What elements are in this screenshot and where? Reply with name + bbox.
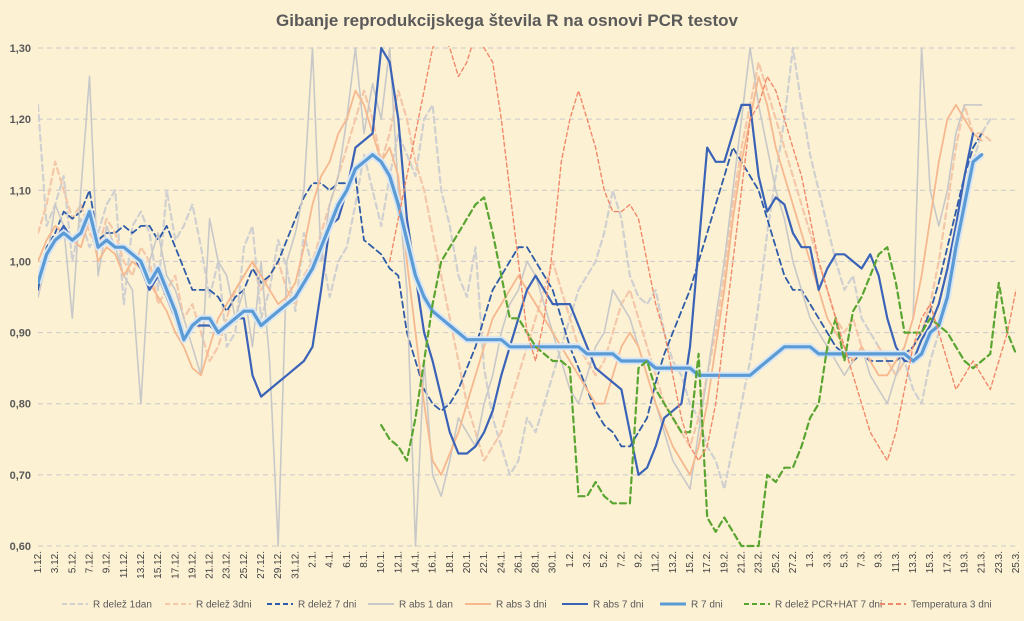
y-tick-label: 1,10 bbox=[10, 185, 31, 197]
plot-area bbox=[38, 46, 1016, 548]
x-tick-label: 19.2. bbox=[719, 551, 730, 573]
x-tick-label: 9.2. bbox=[634, 551, 645, 568]
x-axis-ticks: 1.12. 3.12. 5.12. 7.12. 9.12. 11.12. 13.12. 15.… bbox=[33, 551, 1022, 579]
y-tick-label: 1,20 bbox=[10, 114, 31, 126]
y-tick-label: 1,00 bbox=[10, 256, 31, 268]
x-tick-label: 5.3. bbox=[839, 551, 850, 568]
x-tick-label: 23.3. bbox=[994, 551, 1005, 573]
x-tick-label: 7.12. bbox=[84, 551, 95, 573]
x-tick-label: 3.3. bbox=[822, 551, 833, 568]
x-tick-label: 3.12. bbox=[50, 551, 61, 573]
y-axis-ticks: 0,60 0,70 0,80 0,90 1,00 1,10 1,20 1,30 bbox=[10, 43, 31, 553]
y-tick-label: 0,80 bbox=[10, 399, 31, 411]
series-layer bbox=[38, 46, 1016, 548]
x-tick-label: 30.1. bbox=[548, 551, 559, 573]
x-tick-label: 11.12. bbox=[119, 551, 130, 578]
x-tick-label: 22.1. bbox=[479, 551, 490, 573]
series-line bbox=[38, 153, 984, 377]
x-tick-label: 7.2. bbox=[616, 551, 627, 568]
x-tick-label: 8.1. bbox=[359, 551, 370, 568]
series-line bbox=[389, 46, 1016, 462]
x-tick-label: 25.3. bbox=[1011, 551, 1022, 573]
x-tick-label: 19.3. bbox=[960, 551, 971, 573]
x-tick-label: 9.3. bbox=[874, 551, 885, 568]
x-tick-label: 21.3. bbox=[977, 551, 988, 573]
x-tick-label: 26.1. bbox=[513, 551, 524, 573]
legend-label: R abs 1 dan bbox=[399, 600, 453, 611]
x-tick-label: 9.12. bbox=[102, 551, 113, 573]
x-tick-label: 17.12. bbox=[170, 551, 181, 579]
x-tick-label: 2.1. bbox=[308, 551, 319, 568]
x-tick-label: 29.12. bbox=[273, 551, 284, 579]
x-tick-label: 1.3. bbox=[805, 551, 816, 568]
y-tick-label: 0,70 bbox=[10, 470, 31, 482]
x-tick-label: 19.12. bbox=[187, 551, 198, 579]
x-tick-label: 7.3. bbox=[857, 551, 868, 568]
x-tick-label: 12.1. bbox=[393, 551, 404, 573]
y-tick-label: 0,60 bbox=[10, 541, 31, 553]
y-tick-label: 1,30 bbox=[10, 43, 31, 55]
x-tick-label: 24.1. bbox=[496, 551, 507, 573]
x-tick-label: 20.1. bbox=[462, 551, 473, 573]
x-tick-label: 31.12. bbox=[290, 551, 301, 579]
x-tick-label: 1.12. bbox=[33, 551, 44, 573]
legend-label: R delež PCR+HAT 7 dni bbox=[775, 600, 882, 611]
series-line bbox=[38, 132, 983, 448]
x-tick-label: 17.3. bbox=[942, 551, 953, 573]
x-tick-label: 13.3. bbox=[908, 551, 919, 573]
legend-label: R abs 7 dni bbox=[593, 600, 644, 611]
x-tick-label: 1.2. bbox=[565, 551, 576, 568]
series-line bbox=[38, 75, 983, 476]
x-tick-label: 6.1. bbox=[342, 551, 353, 568]
x-tick-label: 5.2. bbox=[599, 551, 610, 568]
legend-label: R delež 1dan bbox=[93, 600, 152, 611]
x-tick-label: 27.2. bbox=[788, 551, 799, 573]
x-tick-label: 15.12. bbox=[153, 551, 164, 579]
x-tick-label: 25.2. bbox=[771, 551, 782, 573]
x-tick-label: 4.1. bbox=[325, 551, 336, 568]
x-tick-label: 15.3. bbox=[925, 551, 936, 573]
legend-label: R delež 7 dni bbox=[298, 600, 356, 611]
x-tick-label: 13.12. bbox=[136, 551, 147, 579]
x-tick-label: 5.12. bbox=[67, 551, 78, 573]
x-tick-label: 3.2. bbox=[582, 551, 593, 568]
chart-title: Gibanje reprodukcijskega števila R na os… bbox=[276, 11, 739, 30]
x-tick-label: 28.1. bbox=[531, 551, 542, 573]
x-tick-label: 14.1. bbox=[410, 551, 421, 573]
series-line bbox=[38, 47, 983, 547]
legend-label: R delež 3dni bbox=[196, 600, 252, 611]
x-tick-label: 18.1. bbox=[445, 551, 456, 573]
x-tick-label: 11.3. bbox=[891, 551, 902, 573]
x-tick-label: 21.2. bbox=[736, 551, 747, 573]
x-tick-label: 10.1. bbox=[376, 551, 387, 573]
legend: R delež 1dan R delež 3dni R delež 7 dni R a… bbox=[62, 600, 992, 611]
x-tick-label: 23.2. bbox=[754, 551, 765, 573]
series-line bbox=[380, 196, 1016, 548]
grid-layer bbox=[38, 47, 1016, 547]
x-tick-label: 16.1. bbox=[428, 551, 439, 573]
x-tick-label: 25.12. bbox=[239, 551, 250, 579]
x-tick-label: 15.2. bbox=[685, 551, 696, 573]
series-line bbox=[38, 46, 992, 491]
x-tick-label: 11.2. bbox=[651, 551, 662, 573]
legend-label: R abs 3 dni bbox=[496, 600, 547, 611]
x-tick-label: 17.2. bbox=[702, 551, 713, 573]
x-tick-label: 13.2. bbox=[668, 551, 679, 573]
x-tick-label: 21.12. bbox=[205, 551, 216, 579]
legend-label: R 7 dni bbox=[691, 600, 723, 611]
x-tick-label: 23.12. bbox=[222, 551, 233, 579]
y-tick-label: 0,90 bbox=[10, 328, 31, 340]
x-tick-label: 27.12. bbox=[256, 551, 267, 579]
legend-label: Temperatura 3 dni bbox=[911, 600, 992, 611]
